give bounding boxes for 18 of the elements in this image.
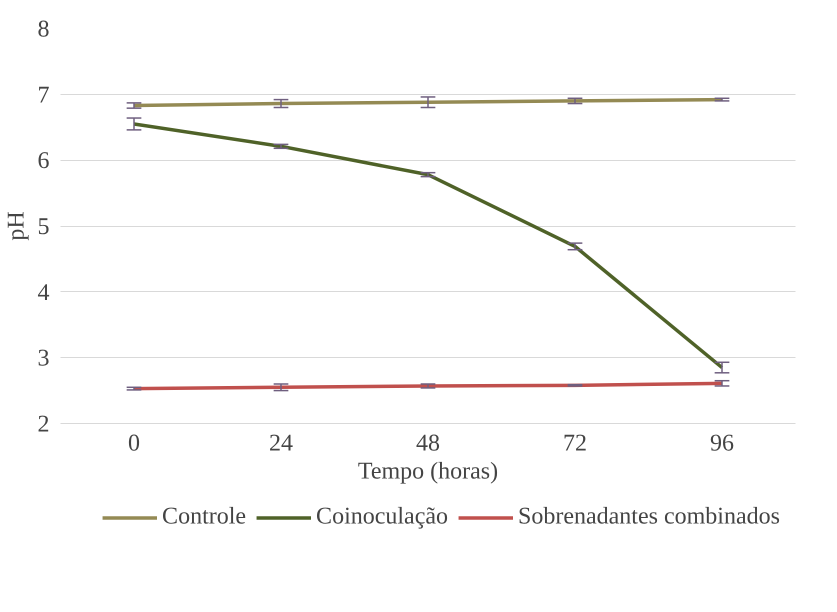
legend-label: Controle bbox=[162, 504, 246, 530]
y-tick-label: 3 bbox=[38, 346, 50, 372]
x-axis-title: Tempo (horas) bbox=[358, 458, 498, 484]
x-tick-label: 48 bbox=[416, 430, 440, 456]
y-tick-label: 6 bbox=[38, 148, 50, 174]
legend-label: Coinoculação bbox=[316, 504, 448, 530]
y-tick-label: 7 bbox=[38, 82, 50, 108]
y-tick-label: 5 bbox=[38, 214, 50, 240]
line-series bbox=[132, 122, 724, 370]
y-tick-label: 4 bbox=[38, 280, 50, 306]
y-tick-label: 8 bbox=[38, 16, 50, 42]
x-tick-label: 24 bbox=[269, 430, 293, 456]
x-tick-label: 0 bbox=[128, 430, 140, 456]
y-axis-title: pH bbox=[4, 211, 30, 241]
y-tick-label: 2 bbox=[38, 412, 50, 438]
legend-label: Sobrenadantes combinados bbox=[518, 504, 780, 530]
x-tick-label: 72 bbox=[563, 430, 587, 456]
x-tick-label: 96 bbox=[710, 430, 734, 456]
